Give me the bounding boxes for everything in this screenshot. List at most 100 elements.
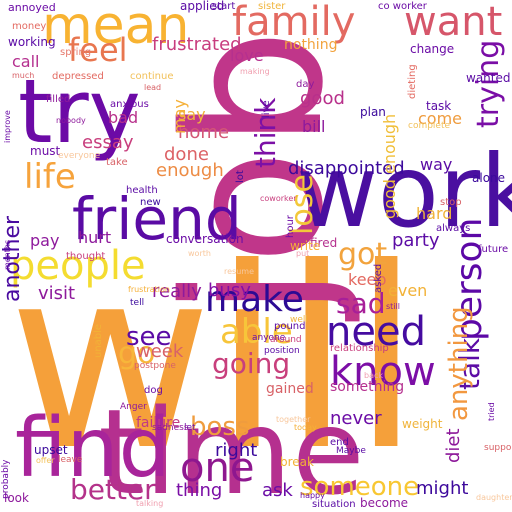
- word-try: try: [18, 60, 141, 163]
- word-someone: someone: [300, 472, 420, 502]
- word-end: end: [330, 437, 349, 448]
- word-live: live: [261, 100, 272, 118]
- word-right: right: [215, 440, 258, 461]
- word-bill: bill: [302, 117, 326, 136]
- word-change: change: [410, 42, 455, 56]
- word-must: must: [30, 144, 61, 158]
- word-alone: alone: [472, 171, 506, 185]
- word-unable: unable: [93, 323, 104, 358]
- word-know: know: [330, 349, 436, 395]
- word-enough: enough: [156, 160, 224, 181]
- word-pound: pound: [274, 321, 306, 332]
- word-got: got: [338, 237, 388, 272]
- word-find: find: [15, 401, 171, 496]
- word-ask: ask: [262, 480, 293, 501]
- word-making: making: [240, 67, 270, 76]
- word-time: time: [98, 383, 365, 512]
- word-really: really: [152, 281, 202, 302]
- word-thought: thought: [66, 251, 106, 262]
- word-going: going: [212, 347, 291, 380]
- word-coworker: coworker: [260, 194, 297, 203]
- word-never: never: [330, 408, 382, 429]
- word-pay: pay: [30, 231, 60, 250]
- word-improve: improve: [3, 110, 12, 143]
- word-able: able: [220, 312, 293, 352]
- word-working: working: [8, 35, 56, 49]
- word-want: want: [404, 0, 503, 45]
- word-boss: boss: [190, 412, 250, 442]
- word-new: new: [140, 197, 161, 208]
- word-continue: continue: [130, 71, 174, 82]
- word-party: party: [392, 230, 440, 251]
- word-good-enough: good enough: [380, 113, 399, 219]
- word-nothing: nothing: [284, 37, 338, 53]
- word-family: family: [232, 0, 356, 45]
- word-relationship: relationship: [330, 343, 389, 354]
- word-good: good: [300, 88, 345, 109]
- word-weight: weight: [402, 417, 443, 431]
- word-together: together: [276, 415, 311, 424]
- word-around: around: [270, 335, 302, 345]
- word-disappointed: disappointed: [288, 158, 405, 179]
- word-will: will: [8, 214, 421, 505]
- word-sadness: sadness: [152, 423, 189, 433]
- word-today: today: [294, 423, 317, 432]
- word-thing: thing: [176, 480, 223, 501]
- word-hurt: hurt: [78, 228, 112, 247]
- word-people: people: [10, 243, 146, 289]
- word-happy: happy: [300, 491, 325, 500]
- word-done: done: [164, 144, 209, 165]
- word-home: home: [178, 122, 230, 143]
- word-well: well: [290, 315, 308, 325]
- word-probably: probably: [1, 459, 11, 500]
- word-let: let: [184, 423, 196, 433]
- word-everyone: everyone: [58, 151, 101, 161]
- word-anyone: anyone: [252, 333, 286, 343]
- word-resume: resume: [224, 267, 254, 276]
- word-talking: talking: [136, 499, 164, 508]
- word-better: better: [70, 473, 156, 506]
- word-busy: busy: [208, 280, 251, 301]
- word-anger: Anger: [120, 402, 147, 412]
- word-life: life: [24, 157, 76, 197]
- word-say: say: [178, 105, 206, 124]
- word-dog: dog: [144, 385, 163, 396]
- word-frustration: frustration: [128, 285, 170, 294]
- word-need: need: [326, 309, 426, 355]
- word-lead: lead: [144, 83, 162, 92]
- word-worth: worth: [188, 249, 211, 258]
- word-sad: sad: [336, 287, 386, 320]
- word-make: make: [205, 279, 304, 320]
- word-call: call: [12, 52, 40, 71]
- word-write: write: [290, 239, 321, 253]
- word-feel: feel: [68, 31, 128, 69]
- word-keep: keep: [348, 270, 387, 289]
- word-still: still: [386, 302, 400, 311]
- word-love: love: [230, 46, 264, 65]
- word-postpone: postpone: [134, 361, 176, 371]
- word-mean: mean: [42, 0, 190, 56]
- word-frustrated: frustrated: [152, 34, 242, 55]
- word-always: always: [436, 223, 471, 234]
- word-go: go: [118, 336, 156, 371]
- word-anything: anything: [444, 306, 474, 421]
- word-daughter: daughter: [476, 493, 512, 502]
- word-support: support: [484, 443, 512, 453]
- word-break: break: [280, 455, 314, 469]
- word-leave: leave: [58, 455, 83, 465]
- word-see: see: [126, 322, 172, 352]
- word-stop: stop: [440, 197, 462, 208]
- word-health: health: [126, 185, 158, 196]
- word-plan: plan: [360, 105, 386, 119]
- word-fired: fired: [310, 236, 338, 250]
- word-sister: sister: [258, 1, 286, 12]
- word-nobody: nobody: [56, 116, 86, 125]
- word-task: task: [426, 99, 452, 113]
- word-lot: lot: [235, 170, 246, 183]
- word-complete: complete: [408, 121, 451, 131]
- word-day: day: [296, 79, 315, 90]
- word-tried: tried: [487, 402, 496, 421]
- word-something: something: [330, 379, 405, 395]
- word-friend: friend: [72, 185, 242, 253]
